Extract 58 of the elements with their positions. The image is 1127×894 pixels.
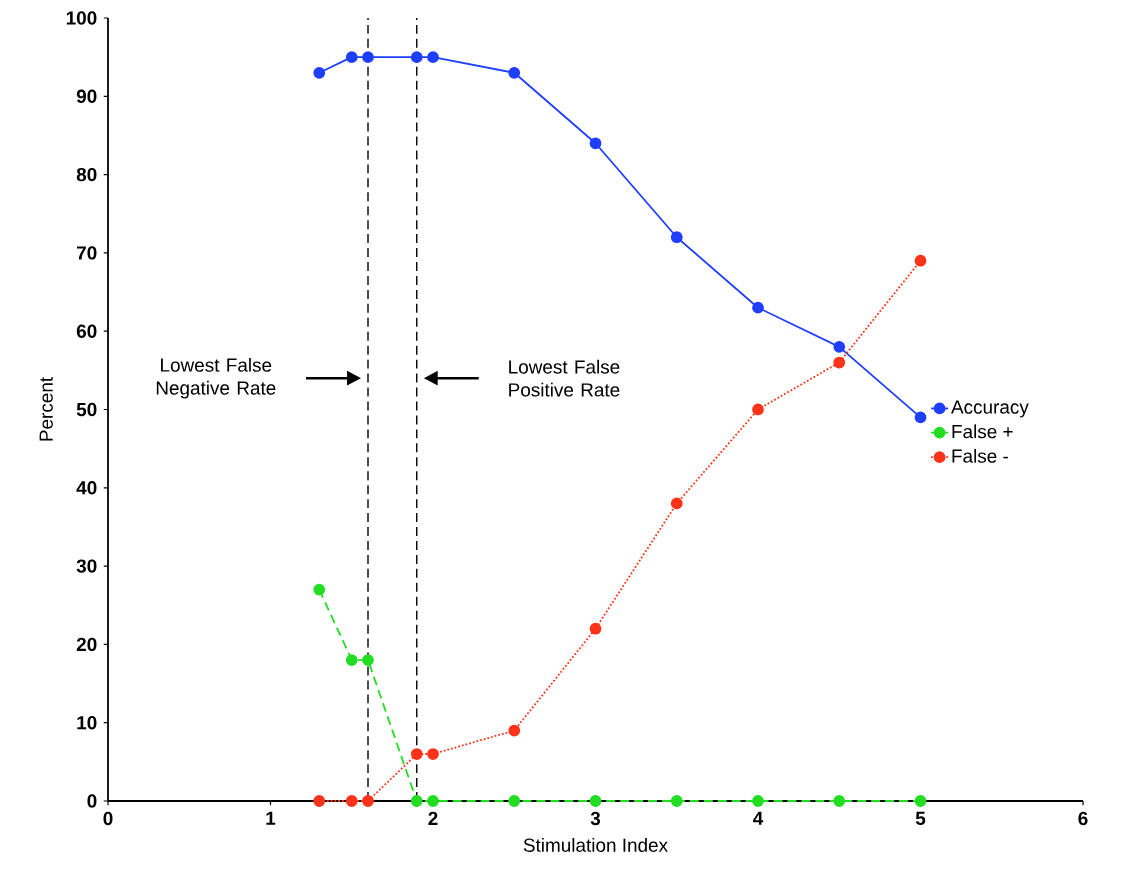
point (670, 231, 683, 244)
point (362, 795, 374, 807)
y-tick-label: 40 (76, 481, 97, 495)
point (345, 795, 358, 807)
point (345, 51, 358, 64)
x-tick-label: 6 (1078, 811, 1088, 826)
y-tick-label: 80 (76, 167, 97, 182)
point (833, 356, 846, 369)
point (427, 795, 439, 807)
point (427, 51, 439, 64)
y-tick-label: 0 (87, 794, 97, 808)
y-tick-label: 100 (66, 11, 97, 25)
y-tick-label: 90 (76, 89, 97, 103)
x-tick-label: 3 (590, 811, 601, 826)
point (670, 795, 683, 807)
x-tick-label: 4 (753, 811, 764, 825)
legend-label: Accuracy (951, 400, 1029, 418)
point (589, 622, 602, 635)
y-tick-label: 70 (77, 246, 97, 260)
point (410, 51, 423, 64)
point (508, 724, 521, 737)
point (410, 748, 423, 760)
point (313, 583, 326, 596)
y-axis-title: Percent (39, 377, 53, 441)
point (508, 66, 521, 79)
point (833, 795, 846, 807)
annotation: Lowest False Negative Rate (156, 357, 276, 399)
point (508, 795, 521, 807)
y-tick-label: 20 (76, 637, 97, 652)
x-tick-label: 5 (915, 811, 926, 825)
x-tick-label: 0 (103, 811, 113, 826)
point (752, 403, 764, 416)
point (914, 254, 927, 267)
legend-label: False + (952, 424, 1013, 439)
point (313, 66, 326, 79)
point (362, 654, 374, 666)
x-tick-label: 2 (428, 811, 438, 825)
x-tick-label: 1 (266, 811, 276, 825)
point (410, 795, 423, 807)
point (914, 411, 927, 424)
point (345, 654, 358, 666)
point (752, 795, 764, 807)
point (670, 497, 683, 510)
point (362, 51, 374, 64)
point (833, 340, 846, 353)
point (589, 795, 602, 807)
legend-label: False - (952, 448, 1008, 463)
annotation: Lowest False Positive Rate (509, 359, 620, 397)
point (589, 137, 602, 150)
x-axis-title: Stimulation Index (523, 838, 668, 852)
point (752, 301, 764, 314)
y-tick-label: 30 (76, 559, 97, 573)
point (914, 795, 927, 807)
y-tick-label: 10 (77, 716, 97, 730)
y-tick-label: 60 (76, 324, 97, 338)
point (313, 795, 326, 807)
point (427, 748, 439, 760)
y-tick-label: 50 (76, 402, 97, 417)
